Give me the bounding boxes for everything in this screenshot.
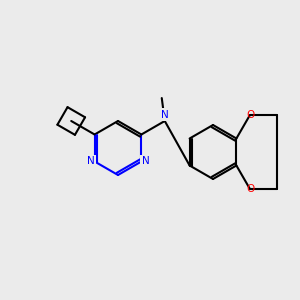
Text: O: O (247, 184, 255, 194)
Text: N: N (87, 157, 94, 166)
Text: O: O (247, 110, 255, 120)
Text: N: N (161, 110, 169, 119)
Text: N: N (161, 110, 169, 120)
Text: N: N (87, 157, 94, 166)
Text: N: N (142, 157, 149, 166)
Text: N: N (142, 157, 149, 166)
